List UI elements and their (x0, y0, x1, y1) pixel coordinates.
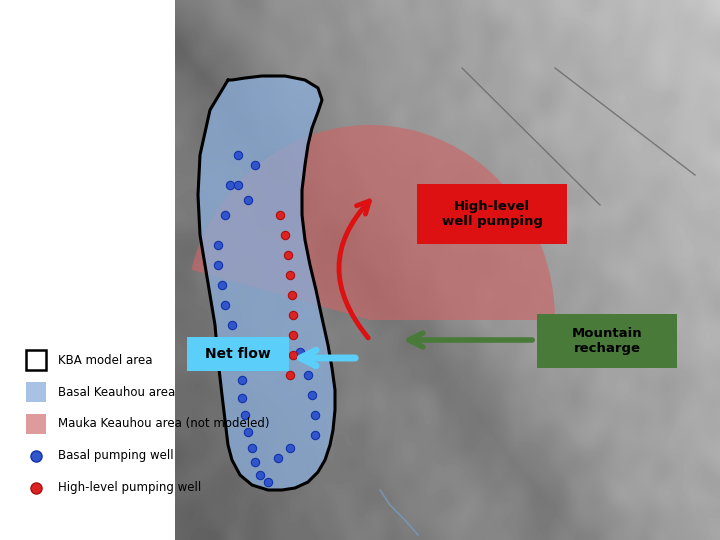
Text: Mauka Keauhou area (not modeled): Mauka Keauhou area (not modeled) (58, 417, 269, 430)
FancyArrowPatch shape (339, 201, 369, 338)
Polygon shape (192, 125, 555, 320)
FancyBboxPatch shape (537, 314, 677, 368)
Bar (0, 0, 175, 540)
Bar (26, 382, 46, 402)
Text: High-level
well pumping: High-level well pumping (441, 200, 542, 228)
Bar (26, 350, 46, 370)
Text: Basal pumping well: Basal pumping well (58, 449, 174, 462)
Bar (26, 414, 46, 434)
FancyBboxPatch shape (187, 337, 289, 371)
Text: KBA model area: KBA model area (58, 354, 153, 367)
Text: Net flow: Net flow (205, 347, 271, 361)
FancyBboxPatch shape (417, 184, 567, 244)
Text: Mountain
recharge: Mountain recharge (572, 327, 642, 355)
Text: High-level pumping well: High-level pumping well (58, 482, 202, 495)
Polygon shape (198, 76, 335, 490)
Text: Basal Keauhou area: Basal Keauhou area (58, 386, 175, 399)
